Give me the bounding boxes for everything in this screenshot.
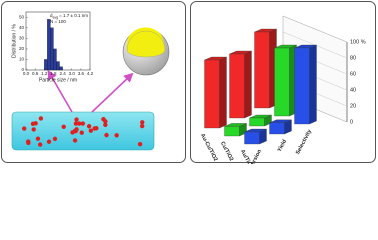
particle-cut bbox=[126, 30, 166, 58]
annotation-symbol: d bbox=[50, 13, 53, 18]
x-tick-label: 1.8 bbox=[50, 71, 57, 76]
nanoparticle bbox=[74, 127, 79, 132]
x-tick-label: 0.6 bbox=[32, 71, 39, 76]
y-axis-label: Distribution / % bbox=[11, 24, 17, 58]
y-tick-label: 60 bbox=[350, 71, 356, 77]
nanoparticle bbox=[137, 141, 143, 147]
x-tick-label: 2.4 bbox=[59, 71, 66, 76]
x-tick-label: 3.6 bbox=[78, 71, 85, 76]
bar bbox=[229, 53, 245, 119]
figure: 0.0 0.6 1.2 1.8 2.4 3.0 3.6 4.2 0 10 20 30 40 50 Parti… bbox=[1, 1, 376, 178]
nanoparticle bbox=[33, 121, 38, 126]
bar bbox=[53, 48, 57, 71]
y-tick-label: 0 bbox=[21, 67, 24, 72]
nanoparticle bbox=[21, 126, 27, 131]
bar bbox=[244, 131, 260, 145]
nanoparticle bbox=[103, 122, 108, 128]
nanoparticle bbox=[76, 121, 82, 126]
arrow bbox=[91, 72, 134, 113]
nanoparticle bbox=[73, 121, 79, 126]
bar bbox=[294, 47, 310, 125]
nanoparticle bbox=[38, 116, 44, 121]
x-tick-label: 1.2 bbox=[41, 71, 48, 76]
bar bbox=[224, 126, 240, 137]
bar bbox=[50, 27, 54, 71]
y-tick-label: 20 bbox=[350, 103, 356, 109]
bar bbox=[204, 59, 220, 129]
nanoparticle bbox=[140, 120, 145, 125]
nanoparticle bbox=[79, 130, 84, 135]
x-tick-label: 0.0 bbox=[23, 71, 30, 76]
annotation: N = 100 bbox=[50, 19, 66, 24]
nanoparticle bbox=[72, 138, 78, 143]
bar bbox=[44, 59, 48, 71]
y-tick-label: 20 bbox=[19, 46, 25, 51]
y-tick-label: 30 bbox=[19, 36, 25, 41]
annotation-subscript: avg bbox=[53, 15, 59, 19]
nanoparticle bbox=[26, 140, 31, 146]
bar bbox=[249, 117, 265, 127]
y-tick-label: 0 bbox=[350, 119, 353, 125]
nanoparticle bbox=[139, 123, 145, 129]
y-tick-label: 80 bbox=[350, 55, 356, 61]
bar bbox=[47, 19, 51, 71]
y-tick-label: 10 bbox=[19, 57, 25, 62]
bar bbox=[269, 122, 285, 135]
bar bbox=[56, 61, 60, 71]
nanoparticle bbox=[52, 136, 58, 142]
bar bbox=[274, 47, 290, 117]
bar bbox=[254, 31, 270, 109]
nanoparticle bbox=[114, 133, 119, 138]
nanoparticle bbox=[86, 124, 92, 129]
annotation: davg= 1.7 ± 0.1 nm bbox=[50, 13, 88, 19]
nanoparticle bbox=[46, 139, 52, 144]
grid-line bbox=[282, 15, 348, 43]
nanoparticle bbox=[31, 127, 36, 132]
category-label: Yield bbox=[277, 139, 288, 153]
nanoparticle bbox=[37, 142, 43, 147]
nanoparticles bbox=[21, 116, 145, 147]
nanoparticle bbox=[35, 136, 41, 141]
nanoparticle bbox=[80, 121, 86, 126]
nanoparticle bbox=[104, 132, 109, 138]
bar-side bbox=[244, 50, 252, 119]
nanoparticle bbox=[103, 119, 108, 124]
bar-side bbox=[219, 56, 227, 129]
y-tick-label: 50 bbox=[19, 14, 25, 19]
x-tick-label: 4.2 bbox=[87, 71, 94, 76]
y-tick-label: 100 % bbox=[350, 39, 366, 45]
nanoparticle bbox=[61, 124, 66, 130]
nanoparticle bbox=[74, 117, 79, 122]
x-axis-label: Particle size / nm bbox=[39, 77, 77, 83]
annotation-text: = 1.7 ± 0.1 nm bbox=[59, 13, 88, 18]
y-tick-label: 40 bbox=[19, 25, 25, 30]
nanoparticle bbox=[94, 126, 99, 131]
bar bbox=[59, 66, 63, 71]
x-tick-label: 3.0 bbox=[69, 71, 76, 76]
arrow bbox=[47, 69, 73, 113]
nanoparticle bbox=[88, 128, 94, 133]
bar-side bbox=[309, 44, 317, 125]
y-tick-label: 40 bbox=[350, 87, 356, 93]
